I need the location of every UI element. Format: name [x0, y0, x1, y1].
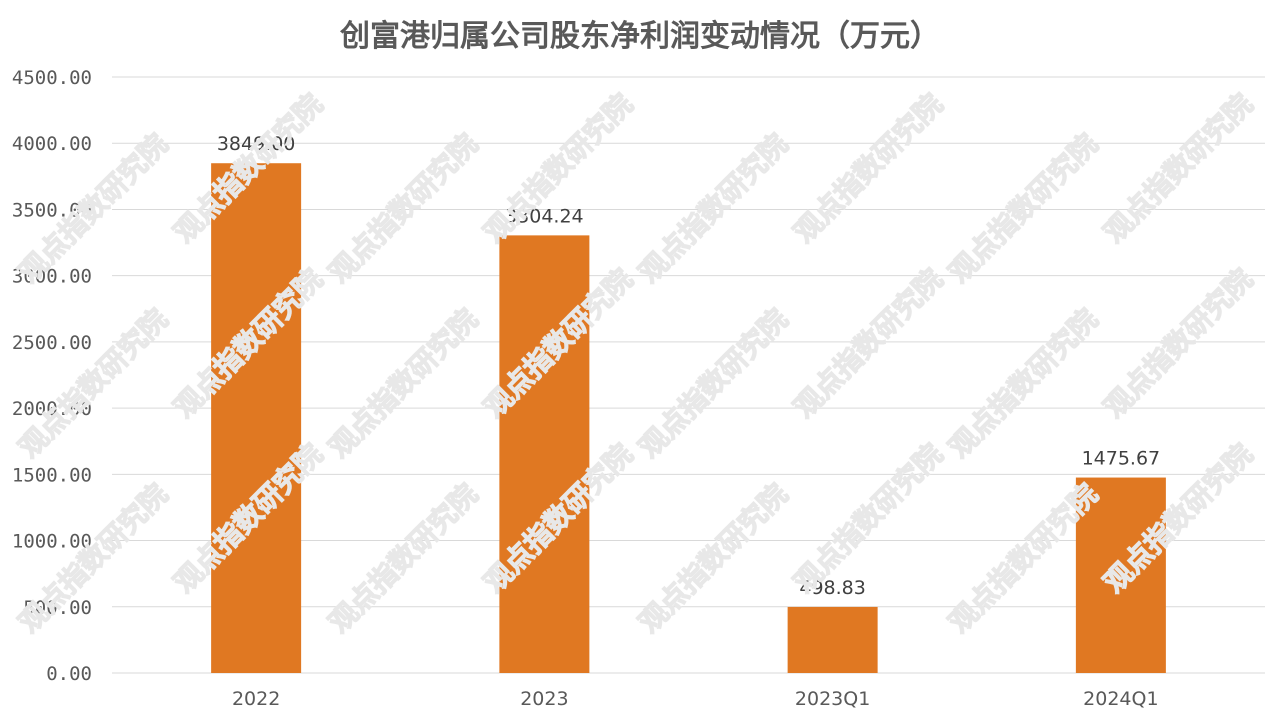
x-tick-label: 2022	[232, 688, 280, 710]
y-axis-ticks: 0.00 500.00 1000.00 1500.00 2000.00 2500.00 30…	[12, 67, 92, 685]
y-tick-label: 4500.00	[12, 67, 92, 89]
watermark: 观点指数研究院	[942, 127, 1104, 289]
bar	[499, 235, 590, 673]
watermark: 观点指数研究院	[1097, 87, 1259, 249]
y-tick-label: 500.00	[23, 597, 92, 619]
data-labels: 3849.00 3304.24 498.83 1475.67	[217, 133, 1160, 599]
data-label: 3304.24	[505, 205, 584, 227]
watermark: 观点指数研究院	[787, 437, 949, 599]
watermark: 观点指数研究院	[322, 477, 484, 639]
bars	[211, 163, 1166, 674]
y-tick-label: 2000.00	[12, 398, 92, 420]
y-tick-label: 3000.00	[12, 266, 92, 288]
watermark: 观点指数研究院	[632, 127, 794, 289]
bar	[787, 606, 878, 673]
watermark: 观点指数研究院	[12, 302, 174, 464]
watermark: 观点指数研究院	[632, 477, 794, 639]
watermark: 观点指数研究院	[632, 302, 794, 464]
gridlines	[112, 76, 1265, 674]
y-tick-label: 0.00	[46, 663, 92, 685]
data-label: 1475.67	[1082, 448, 1161, 470]
watermark-layer: 观点指数研究院观点指数研究院观点指数研究院观点指数研究院观点指数研究院观点指数研…	[12, 87, 1260, 640]
watermark: 观点指数研究院	[1097, 262, 1259, 424]
x-tick-label: 2024Q1	[1083, 688, 1158, 710]
watermark: 观点指数研究院	[942, 302, 1104, 464]
y-tick-label: 4000.00	[12, 133, 92, 155]
y-tick-label: 1500.00	[12, 464, 92, 486]
chart-title: 创富港归属公司股东净利润变动情况（万元）	[339, 19, 940, 54]
y-tick-label: 3500.00	[12, 199, 92, 221]
watermark: 观点指数研究院	[787, 87, 949, 249]
bar	[211, 163, 302, 674]
y-tick-label: 1000.00	[12, 531, 92, 553]
watermark: 观点指数研究院	[787, 262, 949, 424]
bar	[1075, 477, 1166, 673]
watermark: 观点指数研究院	[12, 477, 174, 639]
y-tick-label: 2500.00	[12, 332, 92, 354]
x-tick-label: 2023Q1	[795, 688, 870, 710]
watermark: 观点指数研究院	[322, 127, 484, 289]
x-tick-label: 2023	[520, 688, 568, 710]
x-axis-ticks: 2022 2023 2023Q1 2024Q1	[232, 688, 1159, 710]
data-label: 3849.00	[217, 133, 296, 155]
data-label: 498.83	[799, 577, 865, 599]
watermark: 观点指数研究院	[322, 302, 484, 464]
